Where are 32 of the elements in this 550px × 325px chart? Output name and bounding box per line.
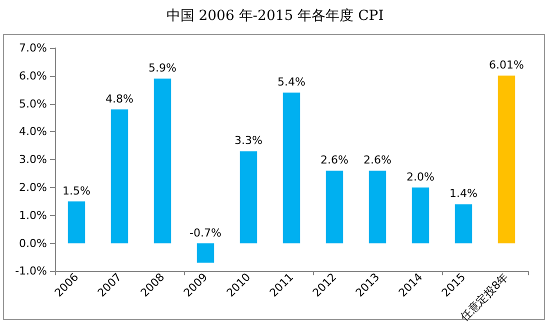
y-tick-label: 6.0% <box>19 69 47 82</box>
data-label: 1.5% <box>62 184 90 198</box>
bar <box>154 78 172 244</box>
bar <box>110 109 128 244</box>
bar <box>498 76 516 244</box>
y-tick-label: 1.0% <box>19 208 47 222</box>
bar <box>240 151 258 244</box>
data-label: 3.3% <box>234 134 262 148</box>
bar <box>196 243 214 263</box>
bar <box>282 92 300 244</box>
data-label: -0.7% <box>190 226 222 240</box>
bar <box>412 187 430 244</box>
data-label: 2.6% <box>320 154 348 167</box>
bar <box>368 170 386 244</box>
bar <box>68 201 86 244</box>
data-label: 2.0% <box>406 170 434 184</box>
y-tick-label: 0.0% <box>19 236 47 250</box>
bar <box>454 204 472 244</box>
y-tick-label: 7.0% <box>19 42 47 54</box>
y-tick-label: 4.0% <box>19 125 47 138</box>
data-label: 5.9% <box>148 62 176 75</box>
y-tick-label: 5.0% <box>19 97 47 110</box>
y-tick-label: -1.0% <box>15 264 47 278</box>
data-label: 4.8% <box>106 92 134 106</box>
data-label: 5.4% <box>278 76 306 89</box>
data-label: 6.01% <box>489 58 524 72</box>
y-tick-label: 3.0% <box>19 153 47 166</box>
chart-title: 中国 2006 年-2015 年各年度 CPI <box>166 8 384 24</box>
data-label: 1.4% <box>450 187 478 200</box>
data-label: 2.6% <box>364 154 392 167</box>
y-tick-label: 2.0% <box>19 180 47 194</box>
bar <box>326 170 344 244</box>
